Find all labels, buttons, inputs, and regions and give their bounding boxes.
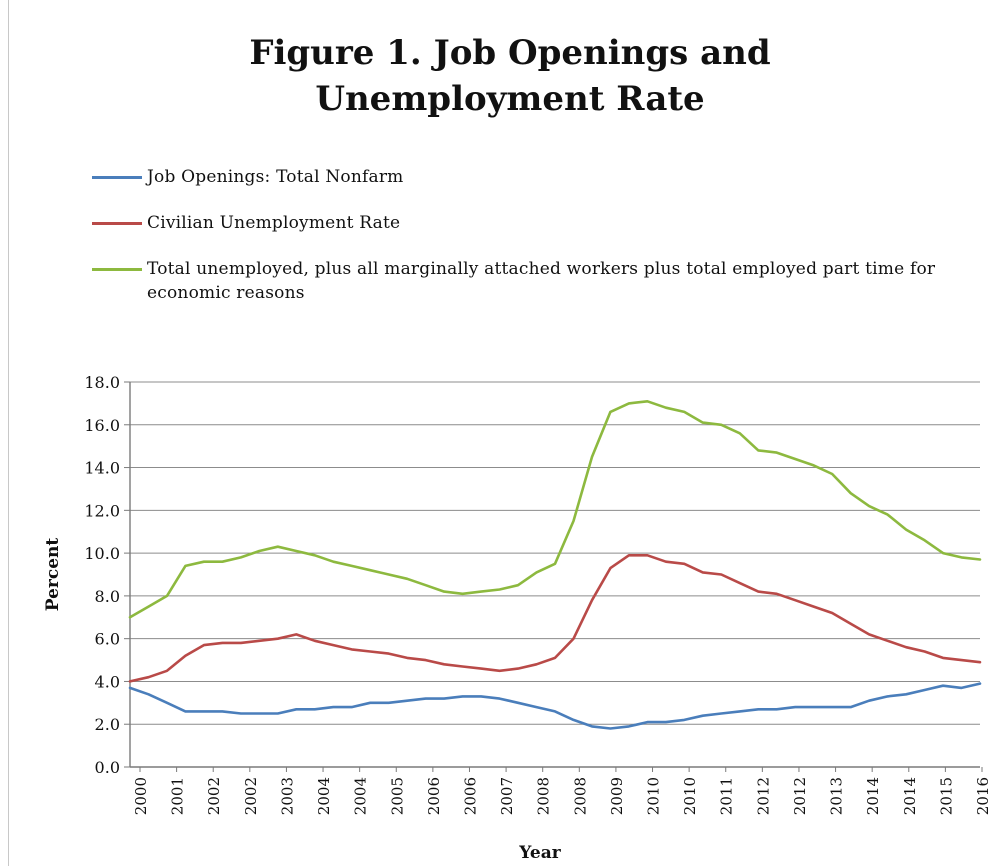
x-axis-title: Year xyxy=(518,843,561,863)
y-axis-title: Percent xyxy=(43,538,63,612)
x-tick-label: 2009 xyxy=(608,777,626,815)
x-tick-label: 2006 xyxy=(425,777,443,815)
x-tick-label: 2007 xyxy=(498,777,516,815)
y-tick-label: 14.0 xyxy=(84,459,120,478)
x-tick-label: 2015 xyxy=(937,777,955,815)
legend-label-job-openings: Job Openings: Total Nonfarm xyxy=(147,167,404,187)
figure-frame xyxy=(8,0,1003,866)
chart-legend: Job Openings: Total Nonfarm Civilian Une… xyxy=(92,165,1002,303)
y-tick-label: 10.0 xyxy=(84,544,120,563)
y-tick-label: 4.0 xyxy=(95,672,120,691)
x-tick-label: 2004 xyxy=(315,777,333,815)
legend-item-unemployment-rate: Civilian Unemployment Rate xyxy=(92,211,1002,257)
x-tick-label: 2004 xyxy=(352,777,370,815)
x-tick-label: 2002 xyxy=(205,777,223,815)
y-tick-label: 0.0 xyxy=(95,758,120,777)
x-tick-label: 2005 xyxy=(388,777,406,815)
y-tick-label: 8.0 xyxy=(95,587,120,606)
series-line-1 xyxy=(128,553,982,683)
x-tick-label: 2014 xyxy=(864,777,882,815)
y-tick-label: 12.0 xyxy=(84,501,120,520)
y-tick-label: 2.0 xyxy=(95,715,120,734)
legend-swatch-job-openings xyxy=(92,176,142,179)
y-tick-label: 16.0 xyxy=(84,416,120,435)
x-tick-label: 2002 xyxy=(242,777,260,815)
x-tick-label: 2010 xyxy=(645,777,663,815)
y-tick-label: 6.0 xyxy=(95,630,120,649)
x-tick-label: 2003 xyxy=(278,777,296,815)
x-tick-label: 2011 xyxy=(718,777,736,815)
x-tick-label: 2014 xyxy=(901,777,919,815)
legend-label-u6: Total unemployed, plus all marginally at… xyxy=(147,259,936,303)
chart-title: Figure 1. Job Openings and Unemployment … xyxy=(249,33,771,119)
legend-swatch-u6 xyxy=(92,268,142,271)
x-tick-label: 2000 xyxy=(132,777,150,815)
legend-item-job-openings: Job Openings: Total Nonfarm xyxy=(92,165,1002,211)
legend-swatch-unemployment-rate xyxy=(92,222,142,225)
x-tick-label: 2013 xyxy=(828,777,846,815)
x-tick-label: 2012 xyxy=(754,777,772,815)
series-line-2 xyxy=(128,399,982,619)
y-tick-label: 18.0 xyxy=(84,373,120,392)
x-tick-label: 2016 xyxy=(974,777,992,815)
x-tick-label: 2010 xyxy=(681,777,699,815)
x-tick-label: 2012 xyxy=(791,777,809,815)
x-tick-label: 2008 xyxy=(535,777,553,815)
x-tick-label: 2006 xyxy=(461,777,479,815)
x-tick-label: 2001 xyxy=(169,777,187,815)
x-tick-label: 2008 xyxy=(571,777,589,815)
legend-label-unemployment-rate: Civilian Unemployment Rate xyxy=(147,213,401,233)
series-line-0 xyxy=(128,682,982,730)
legend-item-u6: Total unemployed, plus all marginally at… xyxy=(92,257,1002,303)
